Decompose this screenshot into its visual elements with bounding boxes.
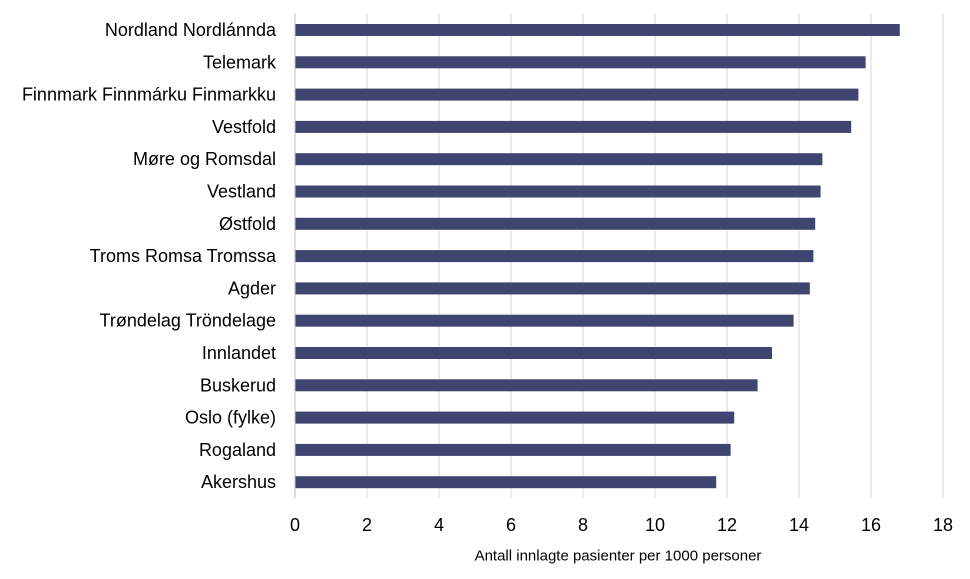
bar-14 xyxy=(295,476,717,489)
bar-9 xyxy=(295,314,794,327)
label-layer: Nordland Nordlánnda Telemark Finnmark Finn… xyxy=(22,20,953,535)
bar-8 xyxy=(295,282,810,295)
x-tick-label: 16 xyxy=(861,515,881,535)
bar-2 xyxy=(295,88,859,101)
category-label: Rogaland xyxy=(199,440,276,460)
x-tick-label: 2 xyxy=(362,515,372,535)
category-label: Telemark xyxy=(203,52,277,72)
category-label: Vestfold xyxy=(212,117,276,137)
x-tick-label: 4 xyxy=(434,515,444,535)
bar-layer xyxy=(295,24,900,489)
bar-4 xyxy=(295,153,823,166)
x-tick-label: 10 xyxy=(645,515,665,535)
category-label: Vestland xyxy=(207,182,276,202)
bar-10 xyxy=(295,347,772,359)
category-label: Oslo (fylke) xyxy=(185,408,276,428)
bar-7 xyxy=(295,250,814,263)
category-label: Troms Romsa Tromssa xyxy=(90,246,277,266)
x-tick-label: 18 xyxy=(933,515,953,535)
x-tick-label: 0 xyxy=(290,515,300,535)
category-label: Buskerud xyxy=(200,375,276,395)
category-label: Møre og Romsdal xyxy=(133,149,276,169)
x-axis-title: Antall innlagte pasienter per 1000 perso… xyxy=(475,548,762,565)
bar-0 xyxy=(295,24,900,36)
x-tick-label: 12 xyxy=(717,515,737,535)
category-label: Innlandet xyxy=(202,343,276,363)
bar-3 xyxy=(295,120,852,133)
bar-12 xyxy=(295,411,735,424)
category-label: Akershus xyxy=(201,472,276,492)
bar-1 xyxy=(295,56,866,69)
category-label: Trøndelag Tröndelage xyxy=(100,311,276,331)
x-tick-label: 8 xyxy=(578,515,588,535)
category-label: Østfold xyxy=(219,214,276,234)
category-label: Nordland Nordlánnda xyxy=(105,20,277,40)
bar-5 xyxy=(295,185,821,198)
x-tick-label: 6 xyxy=(506,515,516,535)
x-tick-label: 14 xyxy=(789,515,809,535)
category-label: Agder xyxy=(228,278,276,298)
bar-13 xyxy=(295,443,731,456)
category-label: Finnmark Finnmárku Finmarkku xyxy=(22,85,276,105)
bar-6 xyxy=(295,217,816,230)
bar-11 xyxy=(295,379,758,392)
